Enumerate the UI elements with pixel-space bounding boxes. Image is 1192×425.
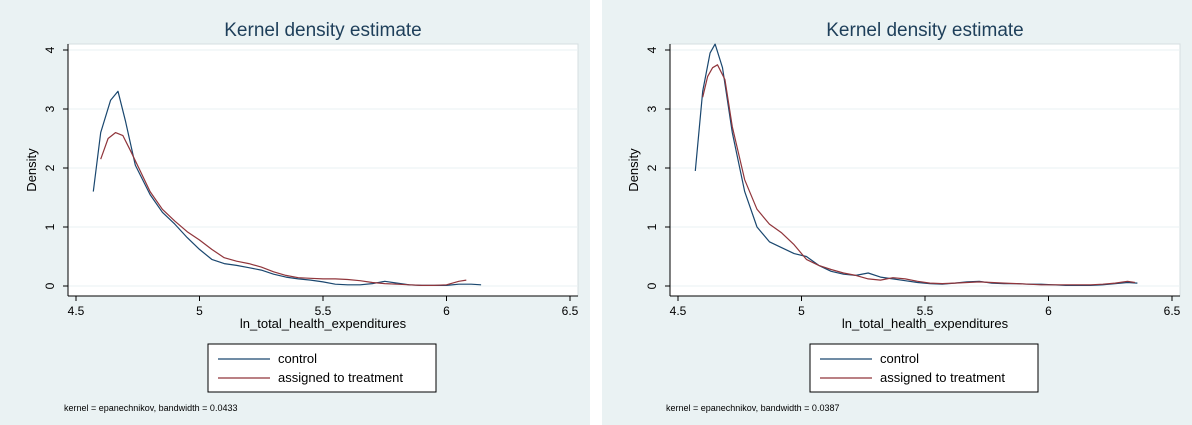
legend-label: control (880, 351, 919, 366)
y-tick-label: 2 (645, 164, 659, 171)
y-tick-label: 2 (43, 164, 57, 171)
x-axis-label: ln_total_health_expenditures (842, 316, 1009, 331)
series-line-assigned-to-treatment (702, 64, 1135, 286)
density-chart-right: Kernel density estimate 0 1 2 3 4 4.5 5 5.5 6 6.5 l… (626, 20, 1181, 413)
plot-area (67, 43, 579, 297)
legend-label: assigned to treatment (880, 370, 1005, 385)
x-tick-label: 4.5 (68, 304, 85, 318)
series-line-assigned-to-treatment (100, 132, 467, 286)
y-tick-label: 0 (645, 282, 659, 289)
x-tick-label: 5 (798, 304, 805, 318)
x-tick-label: 4.5 (670, 304, 687, 318)
legend-label: control (278, 351, 317, 366)
plot-area (669, 43, 1181, 297)
x-tick-label: 6 (443, 304, 450, 318)
legend-label: assigned to treatment (278, 370, 403, 385)
chart-panel-left: Kernel density estimate 0 1 2 3 4 4.5 5 5.5 6 6.5 l… (0, 0, 590, 425)
y-tick-label: 1 (43, 223, 57, 230)
legend-box (809, 343, 1039, 393)
y-tick-label: 3 (645, 105, 659, 112)
chart-title: Kernel density estimate (224, 20, 422, 41)
x-tick-label: 5 (196, 304, 203, 318)
y-tick-label: 4 (645, 46, 659, 53)
kernel-note: kernel = epanechnikov, bandwidth = 0.038… (666, 403, 839, 413)
density-chart-left: Kernel density estimate 0 1 2 3 4 4.5 5 5.5 6 6.5 l… (24, 20, 579, 413)
y-axis-label: Density (626, 148, 641, 192)
x-tick-label: 5.5 (917, 304, 934, 318)
x-tick-label: 5.5 (315, 304, 332, 318)
x-tick-label: 6.5 (562, 304, 579, 318)
chart-title: Kernel density estimate (826, 20, 1024, 41)
kernel-note: kernel = epanechnikov, bandwidth = 0.043… (64, 403, 237, 413)
y-tick-label: 1 (645, 223, 659, 230)
chart-panel-right: Kernel density estimate 0 1 2 3 4 4.5 5 5.5 6 6.5 l… (602, 0, 1192, 425)
y-tick-label: 0 (43, 282, 57, 289)
legend-box (207, 343, 437, 393)
x-tick-label: 6.5 (1164, 304, 1181, 318)
y-tick-label: 3 (43, 105, 57, 112)
x-tick-label: 6 (1045, 304, 1052, 318)
y-axis-label: Density (24, 148, 39, 192)
x-axis-label: ln_total_health_expenditures (240, 316, 407, 331)
y-tick-label: 4 (43, 46, 57, 53)
